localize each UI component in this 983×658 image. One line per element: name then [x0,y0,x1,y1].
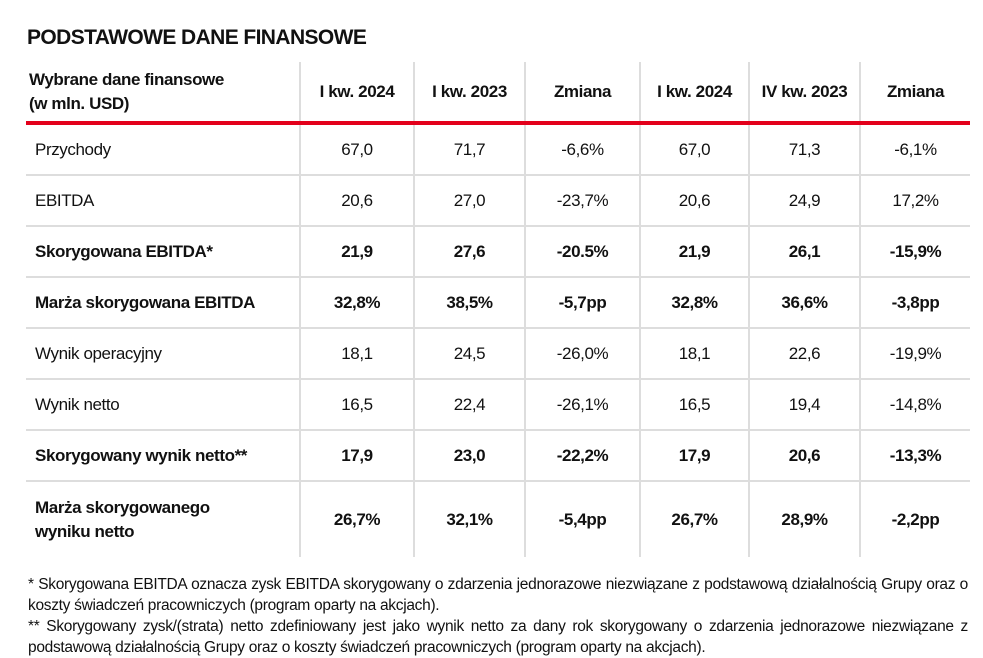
cell-value: 20,6 [639,174,749,226]
header-q1-2024-b: I kw. 2024 [639,62,749,125]
cell-value: -23,7% [524,174,640,226]
table-row: Wynik netto 16,5 22,4 -26,1% 16,5 19,4 -14,8% [26,378,970,430]
cell-value: 17,2% [859,174,970,226]
cell-value: 28,9% [748,480,860,557]
cell-value: -5,4pp [524,480,640,557]
row-label: Wynik operacyjny [26,327,300,379]
table-row: EBITDA 20,6 27,0 -23,7% 20,6 24,9 17,2% [26,174,970,226]
cell-value: 32,1% [413,480,525,557]
table-row: Marża skorygowana EBITDA 32,8% 38,5% -5,7pp… [26,276,970,328]
header-change-qoq: Zmiana [859,62,970,125]
cell-value: 32,8% [299,276,414,328]
cell-value: 21,9 [639,225,749,277]
cell-value: 22,4 [413,378,525,430]
table-header-row: Wybrane dane finansowe (w mln. USD) I kw.… [26,62,970,125]
cell-value: 67,0 [639,123,749,175]
cell-value: 27,0 [413,174,525,226]
header-label-line2: (w mln. USD) [29,93,130,113]
header-change-yoy: Zmiana [524,62,640,125]
cell-value: 19,4 [748,378,860,430]
cell-value: 38,5% [413,276,525,328]
cell-value: 71,7 [413,123,525,175]
cell-value: 17,9 [299,429,414,481]
table-row: Wynik operacyjny 18,1 24,5 -26,0% 18,1 22,6 -1… [26,327,970,379]
cell-value: -14,8% [859,378,970,430]
footnote-2: ** Skorygowany zysk/(strata) netto zdefi… [28,618,968,656]
cell-value: -2,2pp [859,480,970,557]
header-label-line1: Wybrane dane finansowe [29,69,224,89]
cell-value: -26,0% [524,327,640,379]
cell-value: -20.5% [524,225,640,277]
cell-value: -3,8pp [859,276,970,328]
financial-table: Wybrane dane finansowe (w mln. USD) I kw.… [26,62,970,557]
footnotes: * Skorygowana EBITDA oznacza zysk EBITDA… [28,574,968,658]
row-label: Wynik netto [26,378,300,430]
cell-value: 16,5 [639,378,749,430]
header-label: Wybrane dane finansowe (w mln. USD) [26,62,300,125]
cell-value: -6,6% [524,123,640,175]
cell-value: 32,8% [639,276,749,328]
cell-value: 22,6 [748,327,860,379]
cell-value: 17,9 [639,429,749,481]
table-body: Przychody 67,0 71,7 -6,6% 67,0 71,3 -6,1% EBITD… [26,123,970,557]
cell-value: -6,1% [859,123,970,175]
row-label: EBITDA [26,174,300,226]
table-row: Skorygowana EBITDA* 21,9 27,6 -20.5% 21,9 26,… [26,225,970,277]
cell-value: 67,0 [299,123,414,175]
table-row: Marża skorygowanego wyniku netto 26,7% 32,… [26,480,970,557]
cell-value: -13,3% [859,429,970,481]
header-q1-2023: I kw. 2023 [413,62,525,125]
row-label: Skorygowana EBITDA* [26,225,300,277]
cell-value: -5,7pp [524,276,640,328]
header-q4-2023: IV kw. 2023 [748,62,860,125]
cell-value: 26,1 [748,225,860,277]
page-title: PODSTAWOWE DANE FINANSOWE [27,26,367,49]
cell-value: 20,6 [748,429,860,481]
row-label: Skorygowany wynik netto** [26,429,300,481]
cell-value: 24,9 [748,174,860,226]
cell-value: 20,6 [299,174,414,226]
header-q1-2024: I kw. 2024 [299,62,414,125]
row-label: Marża skorygowana EBITDA [26,276,300,328]
cell-value: -22,2% [524,429,640,481]
row-label: Marża skorygowanego wyniku netto [26,480,300,557]
row-label: Przychody [35,139,111,159]
cell-value: 27,6 [413,225,525,277]
footnote-1: * Skorygowana EBITDA oznacza zysk EBITDA… [28,576,968,614]
cell-value: 18,1 [639,327,749,379]
cell-value: -26,1% [524,378,640,430]
cell-value: -15,9% [859,225,970,277]
cell-value: -19,9% [859,327,970,379]
cell-value: 26,7% [299,480,414,557]
cell-value: 23,0 [413,429,525,481]
cell-value: 36,6% [748,276,860,328]
table-row: Przychody 67,0 71,7 -6,6% 67,0 71,3 -6,1% [26,123,970,175]
cell-value: 71,3 [748,123,860,175]
cell-value: 21,9 [299,225,414,277]
table-row: Skorygowany wynik netto** 17,9 23,0 -22,2% 1… [26,429,970,481]
cell-value: 16,5 [299,378,414,430]
cell-value: 24,5 [413,327,525,379]
cell-value: 26,7% [639,480,749,557]
cell-value: 18,1 [299,327,414,379]
